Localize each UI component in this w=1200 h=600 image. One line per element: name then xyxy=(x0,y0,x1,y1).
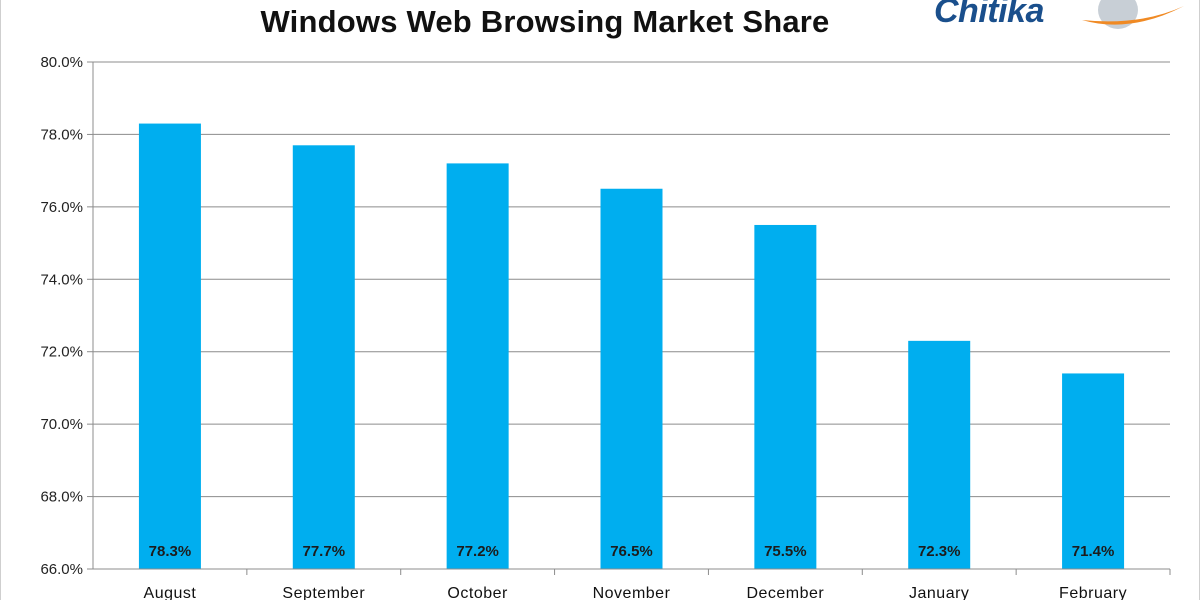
data-label: 78.3% xyxy=(149,543,192,560)
y-tick-label: 70.0% xyxy=(40,416,83,433)
bar xyxy=(908,340,971,569)
x-tick-label: December xyxy=(746,585,824,600)
x-tick-label: September xyxy=(282,585,365,600)
x-tick-label: January xyxy=(909,585,969,600)
y-tick-label: 78.0% xyxy=(40,126,83,143)
x-axis-labels: August September October November December Ja… xyxy=(144,569,1171,600)
bar xyxy=(138,123,201,570)
logo-text: Chitika xyxy=(934,0,1044,30)
data-label: 71.4% xyxy=(1072,543,1115,560)
y-tick-label: 72.0% xyxy=(40,344,83,361)
logo-swoosh-icon xyxy=(1082,0,1184,29)
y-tick-label: 68.0% xyxy=(40,489,83,506)
chart-title: Windows Web Browsing Market Share xyxy=(260,4,830,39)
x-tick-label: November xyxy=(593,585,671,600)
data-label: 77.2% xyxy=(456,543,499,560)
bar xyxy=(600,188,663,569)
chitika-logo: Chitika xyxy=(930,0,1200,36)
data-label: 76.5% xyxy=(610,543,653,560)
y-tick-label: 80.0% xyxy=(40,54,83,71)
bar xyxy=(1062,373,1125,569)
bar xyxy=(754,224,817,569)
x-tick-label: August xyxy=(144,585,197,600)
y-tick-label: 66.0% xyxy=(40,561,83,578)
data-labels: 78.3% 77.7% 77.2% 76.5% 75.5% 72.3% 71.4% xyxy=(149,543,1115,560)
bar xyxy=(446,163,509,569)
x-tick-label: October xyxy=(447,585,508,600)
bars xyxy=(138,123,1125,570)
y-tick-label: 74.0% xyxy=(40,271,83,288)
y-axis-ticks: 66.0% 68.0% 70.0% 72.0% 74.0% 76.0% 78.0% 80.0% xyxy=(40,54,93,578)
data-label: 77.7% xyxy=(303,543,346,560)
bar xyxy=(292,145,355,570)
y-tick-label: 76.0% xyxy=(40,199,83,216)
data-label: 75.5% xyxy=(764,543,807,560)
x-tick-label: February xyxy=(1059,585,1127,600)
data-label: 72.3% xyxy=(918,543,961,560)
